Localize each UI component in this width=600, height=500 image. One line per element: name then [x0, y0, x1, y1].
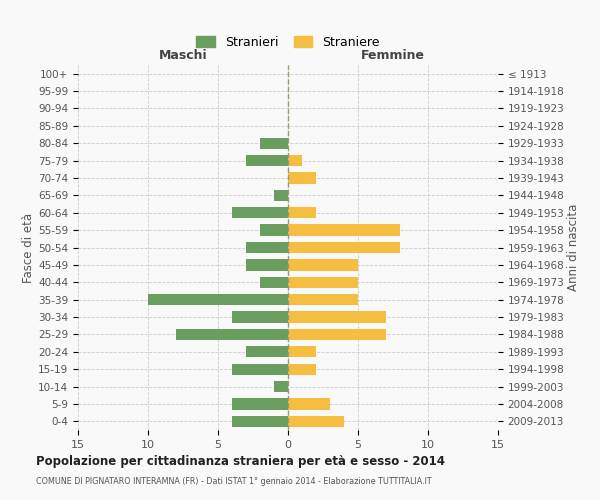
- Bar: [232, 312, 288, 322]
- Bar: [288, 346, 316, 358]
- Legend: Stranieri, Straniere: Stranieri, Straniere: [191, 31, 385, 54]
- Y-axis label: Fasce di età: Fasce di età: [22, 212, 35, 282]
- Text: Popolazione per cittadinanza straniera per età e sesso - 2014: Popolazione per cittadinanza straniera p…: [36, 455, 445, 468]
- Bar: [232, 207, 288, 218]
- Bar: [232, 398, 288, 409]
- Bar: [260, 276, 288, 288]
- Bar: [288, 416, 344, 427]
- Bar: [288, 259, 358, 270]
- Bar: [288, 276, 358, 288]
- Bar: [246, 155, 288, 166]
- Bar: [176, 329, 288, 340]
- Bar: [288, 224, 400, 236]
- Bar: [148, 294, 288, 306]
- Bar: [232, 364, 288, 375]
- Bar: [288, 172, 316, 184]
- Bar: [288, 398, 330, 409]
- Text: Femmine: Femmine: [361, 48, 425, 62]
- Bar: [274, 381, 288, 392]
- Bar: [246, 259, 288, 270]
- Bar: [288, 364, 316, 375]
- Bar: [274, 190, 288, 201]
- Bar: [260, 224, 288, 236]
- Bar: [246, 346, 288, 358]
- Bar: [288, 242, 400, 253]
- Bar: [288, 155, 302, 166]
- Bar: [288, 329, 386, 340]
- Bar: [260, 138, 288, 149]
- Text: Maschi: Maschi: [158, 48, 208, 62]
- Bar: [232, 416, 288, 427]
- Bar: [246, 242, 288, 253]
- Y-axis label: Anni di nascita: Anni di nascita: [567, 204, 580, 291]
- Bar: [288, 294, 358, 306]
- Bar: [288, 312, 386, 322]
- Text: COMUNE DI PIGNATARO INTERAMNA (FR) - Dati ISTAT 1° gennaio 2014 - Elaborazione T: COMUNE DI PIGNATARO INTERAMNA (FR) - Dat…: [36, 478, 431, 486]
- Bar: [288, 207, 316, 218]
